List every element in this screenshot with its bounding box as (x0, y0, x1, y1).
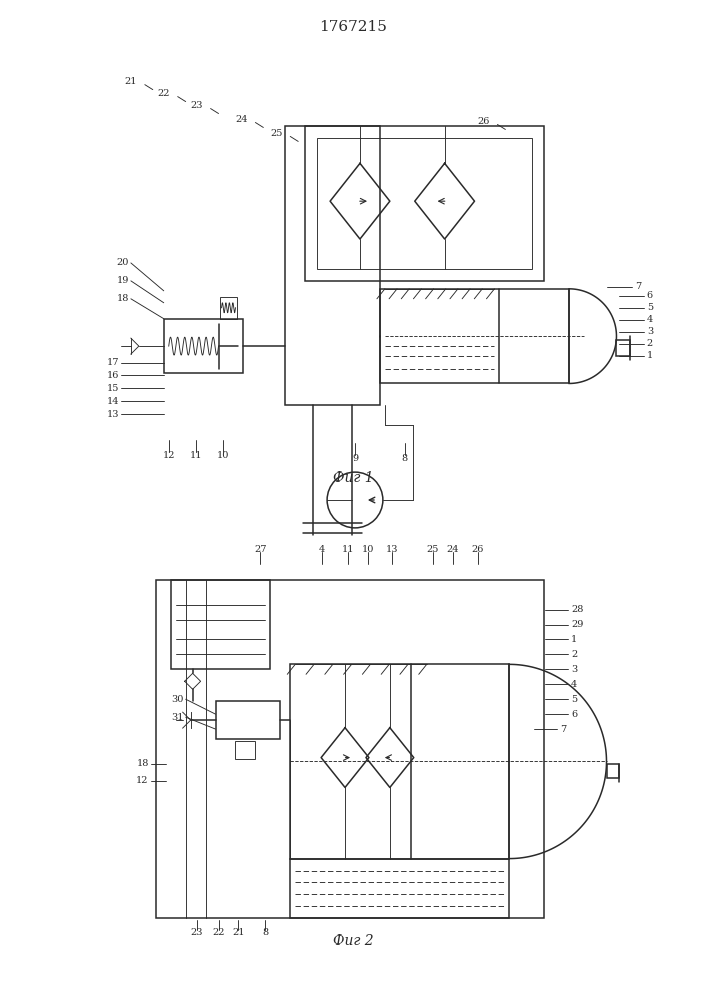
Text: 25: 25 (270, 129, 283, 138)
Text: 28: 28 (571, 605, 583, 614)
Text: 7: 7 (635, 282, 641, 291)
Text: 3: 3 (647, 327, 653, 336)
Text: 8: 8 (402, 454, 408, 463)
Text: 23: 23 (190, 928, 203, 937)
Bar (305, 126, 544, 281)
Text: 9: 9 (352, 454, 358, 463)
Text: 22: 22 (158, 89, 170, 98)
Text: 4: 4 (571, 680, 578, 689)
Text: 1767215: 1767215 (319, 20, 387, 34)
Text: 10: 10 (216, 451, 228, 460)
Bar (216, 701, 280, 739)
Text: 21: 21 (232, 928, 245, 937)
Text: 1: 1 (647, 351, 653, 360)
Text: 26: 26 (472, 545, 484, 554)
Text: 13: 13 (385, 545, 398, 554)
Bar (317, 138, 532, 269)
Text: 8: 8 (262, 928, 269, 937)
Text: 4: 4 (319, 545, 325, 554)
Text: 13: 13 (107, 410, 119, 419)
Text: 2: 2 (571, 650, 578, 659)
Text: 11: 11 (341, 545, 354, 554)
Text: 14: 14 (107, 397, 119, 406)
Text: 18: 18 (117, 294, 129, 303)
Bar (380, 289, 569, 383)
Text: 10: 10 (362, 545, 374, 554)
Text: 19: 19 (117, 276, 129, 285)
Bar (164, 319, 243, 373)
Bar (170, 580, 270, 669)
Text: 24: 24 (235, 115, 247, 124)
Text: 29: 29 (571, 620, 583, 629)
Text: 24: 24 (446, 545, 459, 554)
Text: 30: 30 (171, 695, 184, 704)
Bar (607, 764, 619, 778)
Text: 6: 6 (571, 710, 578, 719)
Text: 4: 4 (647, 315, 653, 324)
Text: 3: 3 (571, 665, 578, 674)
Text: 12: 12 (136, 776, 148, 785)
Text: 16: 16 (107, 371, 119, 380)
Bar (235, 741, 255, 759)
Text: 22: 22 (212, 928, 225, 937)
Text: Фиг 1: Фиг 1 (333, 471, 373, 485)
Text: 18: 18 (136, 759, 148, 768)
Text: 12: 12 (163, 451, 175, 460)
Bar (156, 580, 544, 918)
Text: 25: 25 (426, 545, 439, 554)
Text: 27: 27 (254, 545, 267, 554)
Text: 5: 5 (571, 695, 578, 704)
Text: 5: 5 (647, 303, 653, 312)
Text: 1: 1 (571, 635, 578, 644)
Text: 23: 23 (190, 101, 203, 110)
Text: Фиг 2: Фиг 2 (333, 934, 373, 948)
Text: 26: 26 (477, 117, 490, 126)
Text: 6: 6 (647, 291, 653, 300)
Text: 2: 2 (647, 339, 653, 348)
Text: 15: 15 (107, 384, 119, 393)
Text: 20: 20 (117, 258, 129, 267)
Bar (291, 859, 509, 918)
Text: 21: 21 (124, 77, 137, 86)
Bar (617, 340, 631, 356)
Bar (291, 664, 509, 859)
Text: 31: 31 (171, 713, 184, 722)
Bar (220, 297, 238, 319)
Text: 7: 7 (560, 725, 566, 734)
Text: 11: 11 (189, 451, 202, 460)
Bar (285, 126, 380, 405)
Text: 17: 17 (107, 358, 119, 367)
